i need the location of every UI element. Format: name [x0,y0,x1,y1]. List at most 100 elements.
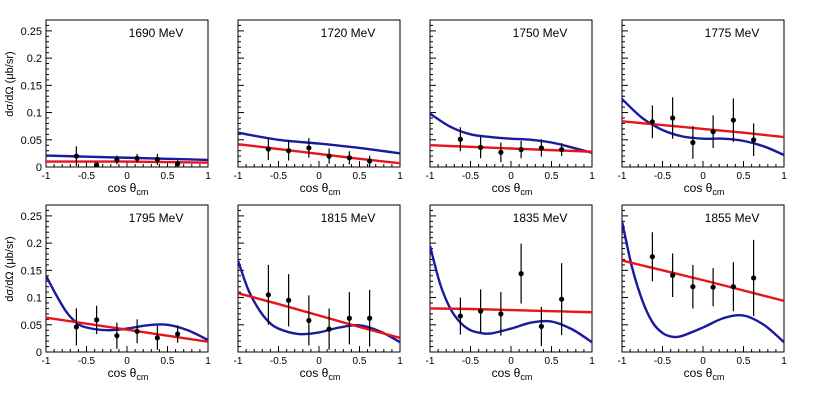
x-axis-label: cos θcm [108,181,149,197]
fit-curve-red [622,120,784,139]
plot-frame [237,19,401,168]
panel-title: 1720 MeV [321,26,376,40]
panel-title: 1795 MeV [129,211,184,225]
panel-6: -1 -0.5 0 0.5 1 cos θcm 1815 MeV [234,204,403,382]
data-point [367,315,373,321]
data-point [306,317,312,324]
x-tick-label: -0.5 [78,356,96,367]
y-tick-label: 0.1 [27,293,42,305]
panel-title: 1855 MeV [705,211,760,225]
data-point [670,272,676,278]
x-tick-label: 0.5 [545,356,559,367]
x-tick-label: 1 [589,356,595,367]
data-point [649,254,655,260]
y-tick-label: 0 [36,347,42,359]
x-tick-label: 0 [508,171,514,182]
x-tick-label: -1 [426,356,435,367]
x-tick-label: -0.5 [654,171,672,182]
y-tick-label: 0.05 [21,135,42,147]
data-point [154,156,160,162]
y-tick-label: 0.1 [27,108,42,120]
data-point [751,275,757,281]
x-tick-label: 1 [397,356,403,367]
x-tick-label: 1 [205,171,211,182]
data-point [710,284,716,290]
x-tick-label: -1 [42,356,51,367]
x-axis-label: cos θcm [300,366,341,382]
x-tick-label: -1 [426,171,435,182]
y-tick-label: 0.05 [21,320,42,332]
data-point [710,129,716,135]
x-tick-label: -1 [234,356,243,367]
x-tick-label: 1 [397,171,403,182]
x-axis-label: cos θcm [684,181,725,197]
data-point [286,297,292,303]
data-point [518,271,524,277]
data-point [265,292,271,298]
x-tick-label: 0 [700,171,706,182]
fit-curve-red [238,292,400,339]
plot-frame [429,204,593,353]
data-point [690,139,696,146]
x-tick-label: -0.5 [462,171,480,182]
data-point [94,162,100,168]
x-tick-label: -0.5 [78,171,96,182]
x-axis-label: cos θcm [492,181,533,197]
x-tick-label: 0 [124,171,130,182]
data-point [265,146,271,152]
fit-curve-red [46,160,208,164]
fit-curve-blue [238,131,400,155]
plot-frame [621,204,785,353]
y-tick-label: 0.25 [21,26,42,38]
fit-curve-red [430,144,592,153]
fit-curve-red [622,259,784,302]
x-tick-label: 0 [124,356,130,367]
x-tick-label: -1 [42,171,51,182]
plot-frame [429,19,593,168]
fit-curve-blue [238,260,400,344]
fit-curve-blue [46,154,208,162]
x-axis-label: cos θcm [684,366,725,382]
y-tick-label: 0.2 [27,53,42,65]
x-tick-label: 0.5 [737,171,751,182]
fit-curve-blue [46,275,208,342]
x-tick-label: 1 [589,171,595,182]
data-point [498,149,504,155]
data-point [498,311,504,317]
data-point [538,145,544,151]
x-tick-label: 0.5 [161,356,175,367]
panel-2: -1 -0.5 0 0.5 1 cos θcm 1720 MeV [234,19,403,197]
fit-curve-blue [430,245,592,344]
x-tick-label: 1 [205,356,211,367]
fit-curve-blue [622,221,784,344]
x-tick-label: 0.5 [161,171,175,182]
y-tick-label: 0.15 [21,265,42,277]
data-point [306,145,312,151]
data-point [457,313,463,319]
x-tick-label: 0 [316,356,322,367]
fit-curve-red [430,307,592,314]
x-axis-label: cos θcm [300,181,341,197]
fit-curve-blue [622,98,784,157]
fit-curve-red [46,316,208,343]
data-point [559,146,565,153]
panel-title: 1690 MeV [129,26,184,40]
x-tick-label: 0.5 [737,356,751,367]
y-tick-label: 0.25 [21,211,42,223]
x-tick-label: 0 [700,356,706,367]
y-tick-label: 0.2 [27,238,42,250]
data-point [286,148,292,154]
x-axis-label: cos θcm [492,366,533,382]
data-point [478,308,484,314]
x-tick-label: -1 [618,171,627,182]
data-point [649,119,655,125]
data-point [518,146,524,153]
x-tick-label: 0.5 [545,171,559,182]
data-point [114,333,120,339]
data-point [559,296,565,302]
data-point [538,323,544,330]
data-point [690,284,696,290]
x-tick-label: 1 [781,171,787,182]
x-tick-label: -0.5 [270,356,288,367]
